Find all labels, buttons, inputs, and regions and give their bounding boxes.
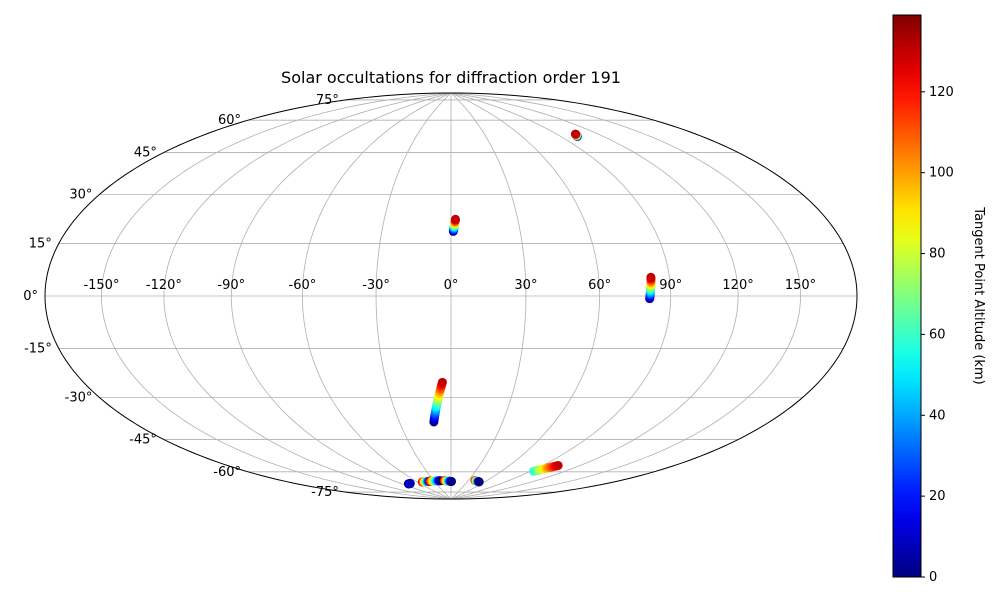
- longitude-tick-labels: -150° -120° -90° -60° -30° 0° 30° 60° 90° 120° 150…: [83, 278, 816, 293]
- occultation-point: [553, 460, 563, 470]
- longitude-tick-label: 150°: [785, 278, 816, 293]
- data-points: [403, 129, 656, 489]
- longitude-tick-label: 30°: [514, 278, 537, 293]
- latitude-tick-label: -45°: [129, 433, 157, 448]
- colorbar: [892, 14, 922, 578]
- map-outline: [44, 92, 858, 500]
- longitude-tick-label: 120°: [722, 278, 753, 293]
- longitude-tick-label: 0°: [444, 278, 459, 293]
- colorbar-tick-label: 100: [929, 166, 954, 181]
- occultation-point: [437, 377, 447, 387]
- occultation-point: [450, 214, 460, 224]
- colorbar-tick-label: 80: [929, 247, 946, 262]
- longitude-tick-label: 90°: [659, 278, 682, 293]
- colorbar-tick-label: 120: [929, 85, 954, 100]
- latitude-tick-label: 75°: [316, 93, 339, 108]
- map-grid: [45, 92, 857, 500]
- latitude-tick-label: 15°: [29, 236, 52, 251]
- occultation-point: [474, 477, 484, 487]
- occultation-point: [570, 129, 580, 139]
- occultation-point: [405, 478, 415, 488]
- latitude-tick-label: -15°: [24, 342, 52, 357]
- latitude-tick-label: -30°: [65, 391, 93, 406]
- colorbar-tick-label: 40: [929, 408, 946, 423]
- longitude-tick-label: 60°: [588, 278, 611, 293]
- latitude-tick-labels: -75° -60° -45° -30° -15° 0° 15° 30° 45° 60° 75°: [23, 93, 339, 500]
- latitude-tick-label: -75°: [311, 485, 339, 500]
- occultation-point: [646, 272, 656, 282]
- colorbar-tick-label: 20: [929, 489, 946, 504]
- colorbar-tick-label: 60: [929, 327, 946, 342]
- latitude-tick-label: 45°: [134, 145, 157, 160]
- longitude-tick-label: -60°: [289, 278, 317, 293]
- latitude-tick-label: 60°: [218, 113, 241, 128]
- chart-title: Solar occultations for diffraction order…: [281, 68, 621, 87]
- latitude-tick-label: 0°: [23, 289, 38, 304]
- longitude-tick-label: -90°: [217, 278, 245, 293]
- longitude-tick-label: -30°: [362, 278, 390, 293]
- longitude-tick-label: -120°: [146, 278, 182, 293]
- colorbar-label: Tangent Point Altitude (km): [971, 206, 986, 384]
- colorbar-tick-label: 0: [929, 570, 937, 585]
- latitude-tick-label: 30°: [69, 188, 92, 203]
- longitude-tick-label: -150°: [83, 278, 119, 293]
- occultation-point: [447, 476, 457, 486]
- latitude-tick-label: -60°: [213, 465, 241, 480]
- colorbar-ticks: 0 20 40 60 80 100 120: [921, 85, 954, 585]
